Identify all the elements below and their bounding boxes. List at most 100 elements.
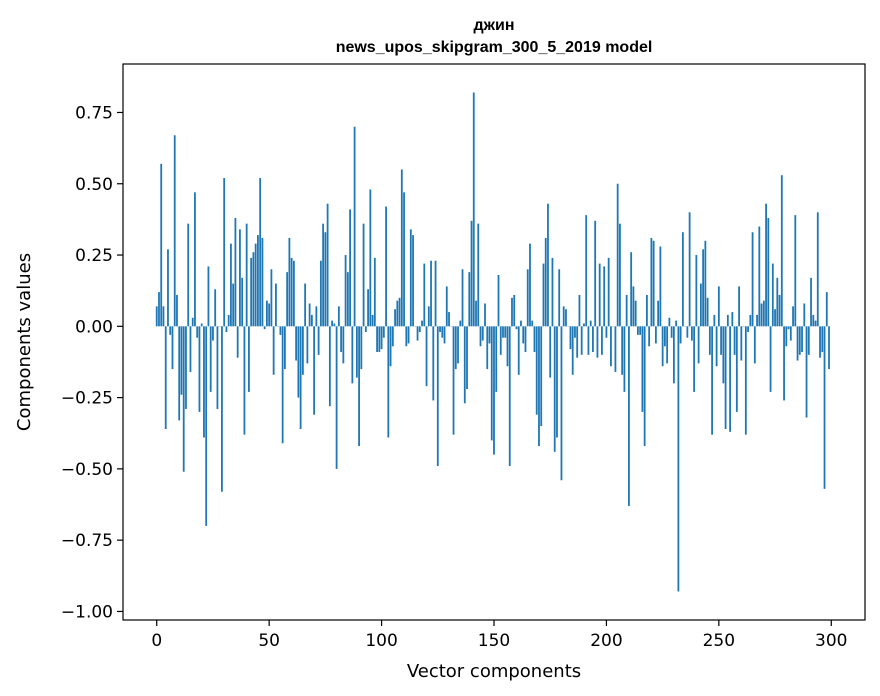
bar bbox=[623, 326, 626, 392]
bar bbox=[547, 203, 549, 327]
bar bbox=[798, 326, 801, 355]
bar bbox=[472, 92, 475, 327]
bar bbox=[823, 326, 826, 489]
bar bbox=[430, 260, 432, 327]
bar bbox=[337, 306, 340, 327]
bar bbox=[281, 326, 284, 444]
bar bbox=[180, 326, 183, 395]
bar bbox=[191, 317, 194, 327]
bar bbox=[286, 272, 289, 327]
bar bbox=[805, 326, 808, 418]
bar bbox=[299, 326, 302, 429]
bar bbox=[432, 326, 435, 401]
bar bbox=[587, 326, 590, 355]
bar bbox=[403, 192, 405, 327]
bar bbox=[324, 232, 327, 327]
bar bbox=[266, 300, 268, 327]
bar bbox=[198, 326, 201, 412]
bar bbox=[726, 314, 729, 327]
bar bbox=[292, 260, 295, 327]
bar bbox=[720, 326, 722, 355]
bar bbox=[506, 326, 509, 367]
bar bbox=[203, 326, 205, 438]
bar bbox=[407, 326, 410, 344]
bar bbox=[279, 326, 282, 335]
bar bbox=[540, 326, 543, 427]
bar bbox=[628, 326, 630, 506]
bar bbox=[272, 326, 275, 375]
bar bbox=[380, 326, 383, 350]
bar bbox=[481, 326, 484, 341]
bar bbox=[758, 226, 761, 327]
bar bbox=[578, 294, 581, 327]
bar bbox=[711, 326, 713, 435]
bar bbox=[315, 306, 318, 327]
bar bbox=[614, 326, 617, 372]
bar bbox=[367, 289, 369, 327]
bar bbox=[767, 217, 770, 327]
bar bbox=[405, 326, 408, 347]
bar bbox=[553, 326, 556, 452]
bar bbox=[436, 326, 439, 467]
bar bbox=[371, 314, 374, 327]
bar bbox=[230, 243, 232, 327]
y-axis-ticks: −1.00 −0.75 −0.50 −0.25 0.00 0.25 0.50 0.75 bbox=[61, 103, 123, 622]
bar bbox=[646, 294, 648, 327]
bar bbox=[699, 283, 702, 327]
bar bbox=[241, 277, 244, 327]
bar bbox=[794, 215, 797, 327]
bar bbox=[270, 269, 273, 327]
bar bbox=[589, 320, 592, 327]
y-tick-label: −1.00 bbox=[61, 602, 113, 622]
bar bbox=[814, 320, 817, 327]
bar bbox=[297, 326, 300, 398]
bar bbox=[214, 289, 217, 327]
bar bbox=[769, 326, 772, 392]
bar bbox=[621, 326, 624, 375]
bar bbox=[319, 260, 322, 327]
bar bbox=[661, 326, 664, 367]
bar bbox=[461, 269, 464, 327]
bar bbox=[248, 326, 250, 392]
bar bbox=[275, 283, 277, 327]
bar bbox=[571, 326, 574, 375]
bar bbox=[810, 277, 812, 327]
x-tick-label: 200 bbox=[590, 631, 622, 651]
bar bbox=[358, 326, 360, 447]
bar bbox=[452, 326, 455, 435]
bar bbox=[176, 294, 178, 327]
bar bbox=[738, 286, 740, 327]
bar bbox=[762, 300, 765, 327]
bar bbox=[508, 326, 511, 467]
bar bbox=[771, 263, 774, 327]
bar bbox=[634, 300, 637, 327]
bar bbox=[535, 326, 538, 415]
bar bbox=[488, 326, 491, 344]
plot-frame bbox=[122, 63, 866, 621]
bar bbox=[369, 189, 372, 327]
y-tick-label: −0.75 bbox=[61, 531, 113, 551]
bar bbox=[454, 326, 457, 370]
bar bbox=[807, 326, 810, 355]
bar bbox=[333, 323, 336, 327]
bar bbox=[585, 215, 588, 327]
bar bbox=[490, 326, 493, 441]
bar bbox=[648, 326, 651, 347]
y-tick-label: 0.50 bbox=[75, 175, 113, 195]
y-tick-label: −0.50 bbox=[61, 460, 113, 480]
bar bbox=[185, 326, 187, 410]
bar bbox=[221, 326, 223, 492]
bar bbox=[409, 229, 412, 327]
y-tick-label: 0.00 bbox=[75, 317, 113, 337]
bar bbox=[520, 320, 522, 327]
bar bbox=[598, 263, 601, 327]
bar bbox=[194, 192, 196, 327]
bar bbox=[223, 178, 226, 327]
bar bbox=[448, 312, 450, 327]
bar bbox=[740, 326, 743, 361]
bar bbox=[513, 294, 516, 327]
bar bbox=[511, 297, 513, 327]
bar bbox=[529, 243, 531, 327]
bar bbox=[362, 223, 365, 327]
bar bbox=[495, 326, 498, 392]
